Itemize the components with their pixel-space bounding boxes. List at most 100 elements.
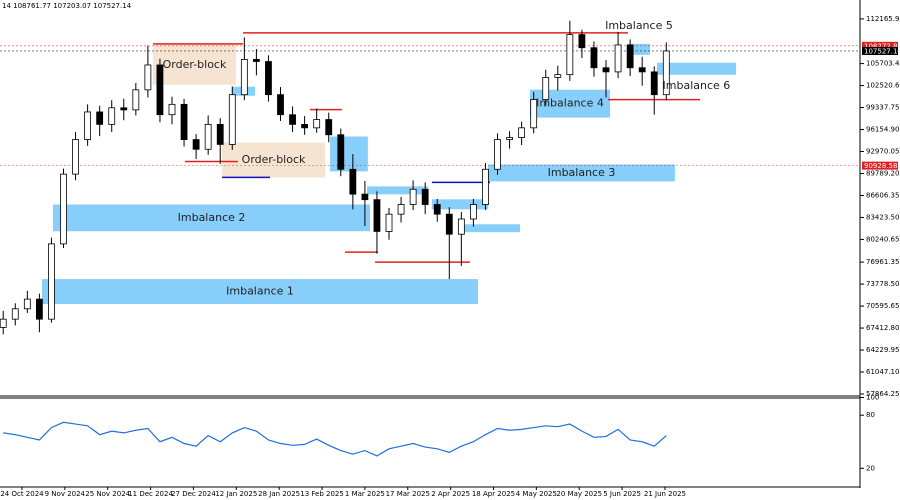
candle-body [289,114,296,125]
candle-body [614,44,622,73]
plot-area [0,20,860,335]
y-tick-label: 20 [866,464,875,472]
candle-body [602,67,610,73]
y-tick-label: 80 [866,411,875,419]
candle-body [108,107,116,125]
x-tick-label: 24 Oct 2024 [0,490,44,498]
candle-body [313,119,321,129]
candle-body [397,204,405,215]
candle-body [301,123,309,129]
zone-label: Imbalance 6 [663,79,731,92]
y-tick-label: 102520.60 [866,82,900,90]
zone [222,142,325,178]
candle-body [96,111,104,125]
candle-body [0,318,7,328]
zone [367,186,429,195]
y-tick-label: 57864.25 [866,390,899,398]
candle-body [518,127,526,138]
x-tick-label: 2 Apr 2025 [431,490,470,498]
y-tick-label: 73778.50 [866,280,899,288]
zone [152,44,237,85]
price-tag-label: 107527.14 [864,47,900,55]
x-tick-label: 28 Jan 2025 [258,490,300,498]
x-tick-label: 1 Mar 2025 [345,490,385,498]
candle-body [506,137,513,140]
candle-body [530,99,538,129]
x-tick-label: 21 Jun 2025 [644,490,686,498]
candle-body [421,188,429,205]
x-tick-label: 5 Jun 2025 [603,490,641,498]
y-tick-label: 76961.35 [866,258,899,266]
candle-body [35,298,43,320]
x-tick-label: 27 Dec 2024 [171,490,216,498]
zone-label: Imbalance 1 [226,285,294,298]
zone-label: Order-block [163,58,227,71]
y-tick-label: 96154.90 [866,126,899,134]
y-tick-label: 105703.45 [866,60,900,68]
header: 14 108761.77 107203.07 107527.14 [2,2,132,10]
y-tick-label: 80240.65 [866,235,899,243]
zone [460,224,521,233]
x-tick-label: 18 Apr 2025 [472,490,515,498]
candle-body [120,107,128,111]
price-tag [862,41,898,50]
candle-body [638,67,646,73]
candle-body [156,64,164,116]
candle-body [578,34,586,49]
candle-body [240,59,248,96]
candle-body [566,34,574,76]
x-tick-label: 12 Jan 2025 [215,490,257,498]
x-tick-label: 25 Nov 2024 [85,490,130,498]
zone-label: Imbalance 2 [178,211,246,224]
y-tick-label: 67412.80 [866,324,899,332]
candle-body [72,139,79,175]
y-tick-label: 92970.05 [866,148,899,156]
candle-body [409,188,417,205]
oscillator-line [3,421,667,457]
candle-body [470,204,477,220]
price-tag-label: 108272.88 [864,42,900,50]
candle-body [349,168,357,195]
x-tick-label: 20 May 2025 [556,490,602,498]
candle-body [542,77,550,100]
candle-body [590,47,598,69]
y-tick-label: 89789.20 [866,169,899,177]
candle-body [662,50,670,96]
zone [656,62,736,75]
zone-label: Order-block [242,153,306,166]
candle-body [433,204,441,215]
zone [42,279,478,304]
candle-body [325,119,333,136]
candle-body [337,134,345,170]
candle-body [84,111,92,140]
y-tick-label: 83423.50 [866,213,899,221]
candle-body [252,59,260,62]
y-tick-label: 99337.75 [866,104,899,112]
y-tick-label: 100 [866,394,879,402]
candle-body [11,308,19,320]
candle-body [494,139,501,170]
candle-body [445,213,453,235]
zone [488,164,675,182]
candle-body [385,213,393,232]
candle-body [192,139,200,150]
x-tick-label: 17 Mar 2025 [386,490,430,498]
zone [627,43,650,55]
price-tag-label: 90928.58 [864,162,897,170]
candle-body [23,298,31,310]
zone [431,199,489,210]
candle-body [204,123,212,150]
y-tick-label: 61047.10 [866,368,899,376]
candle-body [373,199,381,232]
zone [330,136,368,172]
candle-body [228,94,236,145]
candle-body [650,71,658,96]
candle-body [216,123,224,145]
y-tick-label: 112165.95 [866,15,900,23]
candle-body [554,74,562,78]
candle-body [457,218,465,235]
candle-body [482,168,489,205]
candle-body [180,103,188,140]
x-tick-label: 9 Nov 2024 [45,490,86,498]
